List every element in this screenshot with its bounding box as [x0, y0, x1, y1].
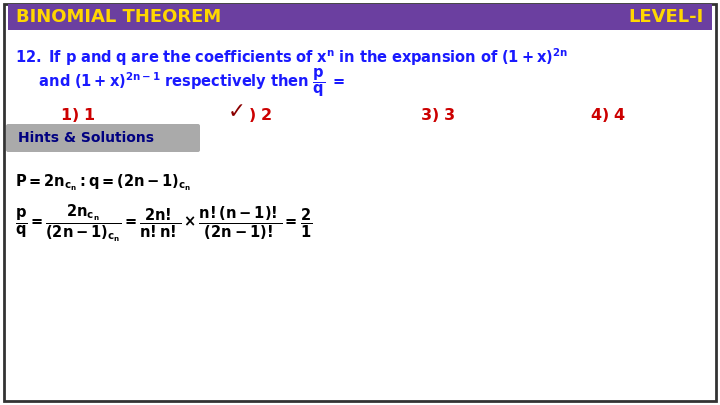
- Text: $\mathbf{12.\ If\ p\ and\ q\ are\ the\ coefficients\ of\ x^n\ in\ the\ expansion: $\mathbf{12.\ If\ p\ and\ q\ are\ the\ c…: [15, 46, 568, 68]
- FancyBboxPatch shape: [4, 4, 716, 401]
- Text: $\mathbf{1)\ 1}$: $\mathbf{1)\ 1}$: [60, 106, 96, 124]
- Text: $\mathbf{\dfrac{p}{q}=\dfrac{2n_{c_n}}{(2n-1)_{c_n}}=\dfrac{2n!}{n!n!}\times\dfr: $\mathbf{\dfrac{p}{q}=\dfrac{2n_{c_n}}{(…: [15, 202, 312, 244]
- Text: $\mathbf{\ \ \ \ \ and\ (1+x)^{2n-1}\ respectively\ then\ \dfrac{p}{q}\ =}$: $\mathbf{\ \ \ \ \ and\ (1+x)^{2n-1}\ re…: [15, 67, 346, 99]
- Text: $\mathbf{3)\ 3}$: $\mathbf{3)\ 3}$: [420, 106, 456, 124]
- Text: $\mathbf{P=2n_{c_n}:q=(2n-1)_{c_n}}$: $\mathbf{P=2n_{c_n}:q=(2n-1)_{c_n}}$: [15, 173, 192, 193]
- Text: ✓: ✓: [228, 102, 246, 122]
- Text: BINOMIAL THEOREM: BINOMIAL THEOREM: [16, 8, 221, 26]
- FancyBboxPatch shape: [8, 4, 712, 30]
- Text: Hints & Solutions: Hints & Solutions: [18, 131, 154, 145]
- Text: $\mathbf{4)\ 4}$: $\mathbf{4)\ 4}$: [590, 106, 626, 124]
- Text: $\mathbf{)\ 2}$: $\mathbf{)\ 2}$: [248, 106, 272, 124]
- FancyBboxPatch shape: [6, 124, 200, 152]
- Text: LEVEL-I: LEVEL-I: [629, 8, 704, 26]
